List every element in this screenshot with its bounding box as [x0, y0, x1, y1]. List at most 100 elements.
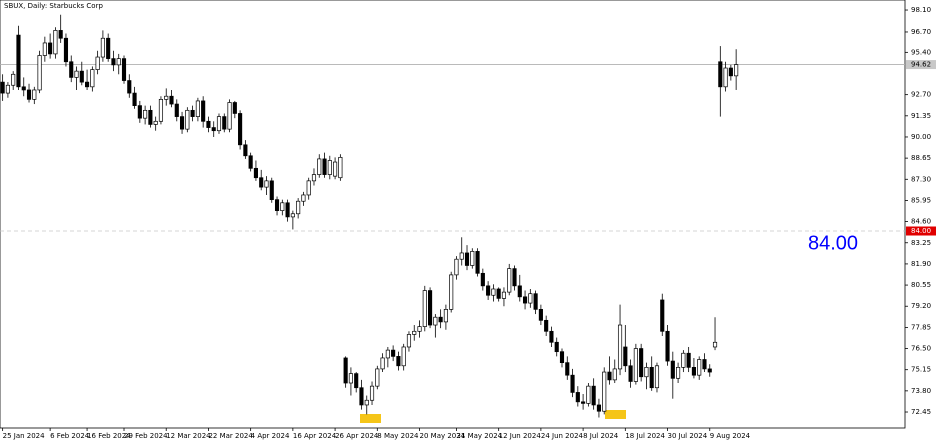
- candle-body: [538, 309, 543, 321]
- candle-body: [85, 81, 90, 88]
- candle-body: [206, 120, 211, 128]
- candle-body: [702, 359, 707, 370]
- candle-body: [570, 374, 575, 393]
- candle-body: [533, 293, 538, 310]
- candle-body: [602, 371, 607, 412]
- candle-body: [617, 324, 623, 370]
- candle-body: [132, 92, 137, 106]
- candle-body: [158, 99, 164, 122]
- candle-body: [264, 180, 269, 188]
- x-tick-label: 8 Jul 2024: [583, 432, 619, 440]
- candle-body: [53, 30, 58, 55]
- candle-body: [111, 58, 116, 66]
- candle-body: [301, 194, 306, 202]
- candle-body: [32, 89, 37, 100]
- candle-body: [116, 58, 121, 66]
- candle-body: [391, 349, 396, 357]
- x-tick-label: 6 Feb 2024: [50, 432, 90, 440]
- x-tick-label: 8 May 2024: [377, 432, 419, 440]
- candle-body: [296, 200, 301, 215]
- candle-body: [660, 299, 665, 332]
- candle-body: [734, 64, 739, 77]
- candle-body: [343, 357, 348, 384]
- candle-body: [369, 385, 375, 401]
- candle-body: [491, 288, 496, 296]
- highlight: [605, 410, 626, 419]
- candle-body: [148, 109, 153, 125]
- y-tick-label: 72.45: [911, 408, 931, 416]
- candle-body: [201, 100, 206, 122]
- candle-body: [628, 365, 633, 382]
- candle-body: [211, 127, 216, 132]
- x-tick-label: 26 Apr 2024: [335, 432, 379, 440]
- y-tick-label: 98.10: [911, 6, 931, 14]
- candle-body: [712, 341, 718, 348]
- candle-body: [433, 316, 438, 326]
- candle-body: [222, 116, 227, 130]
- candle-body: [633, 348, 638, 382]
- y-tick-label: 76.50: [911, 345, 931, 353]
- candle-body: [449, 274, 454, 310]
- y-tick-label: 91.35: [911, 112, 931, 120]
- candle-body: [274, 199, 280, 211]
- y-tick-label: 73.80: [911, 387, 931, 395]
- candle-body: [232, 102, 237, 114]
- x-tick-label: 22 Mar 2024: [208, 432, 253, 440]
- candle-body: [153, 120, 158, 125]
- x-tick-label: 9 Aug 2024: [710, 432, 751, 440]
- candle-body: [243, 144, 248, 157]
- candle-body: [428, 290, 433, 326]
- y-tick-label: 75.15: [911, 366, 931, 374]
- x-tick-label: 16 Apr 2024: [293, 432, 337, 440]
- candle-body: [354, 373, 359, 389]
- y-tick-label: 96.70: [911, 28, 931, 36]
- y-tick-label: 84.60: [911, 218, 931, 226]
- candle-body: [253, 167, 258, 179]
- annotation: 84.00: [808, 232, 858, 254]
- candle-body: [565, 362, 570, 376]
- candle-body: [412, 330, 417, 335]
- candle-body: [58, 30, 63, 39]
- candle-body: [227, 102, 232, 130]
- candle-body: [74, 70, 79, 78]
- x-tick-label: 30 Jul 2024: [668, 432, 708, 440]
- y-tick-label: 87.30: [911, 175, 931, 183]
- candle-body: [586, 385, 591, 404]
- x-tick-label: 12 Mar 2024: [166, 432, 211, 440]
- candle-body: [121, 58, 127, 81]
- candle-body: [48, 42, 53, 55]
- candle-body: [507, 268, 512, 293]
- candle-body: [676, 366, 681, 379]
- candle-body: [127, 80, 132, 94]
- candle-body: [718, 61, 723, 88]
- x-tick-label: 29 Feb 2024: [124, 432, 168, 440]
- candle-body: [364, 399, 369, 406]
- candle-body: [501, 291, 507, 299]
- candle-body: [179, 116, 185, 130]
- candle-body: [37, 55, 42, 91]
- candle-body: [522, 296, 528, 304]
- candle-body: [216, 116, 222, 132]
- x-tick-label: 18 Jul 2024: [625, 432, 665, 440]
- candle-body: [375, 368, 380, 387]
- candle-body: [63, 37, 69, 63]
- y-tick-label: 90.00: [911, 133, 931, 141]
- x-tick-label: 24 Jun 2024: [541, 432, 584, 440]
- candle-body: [16, 34, 21, 88]
- candle-body: [544, 319, 549, 332]
- candle-body: [607, 371, 612, 381]
- candle-body: [26, 89, 32, 100]
- candle-body: [554, 341, 559, 353]
- candle-body: [422, 290, 427, 327]
- candle-body: [143, 109, 148, 119]
- candle-body: [591, 385, 596, 406]
- candle-body: [317, 158, 322, 175]
- candle-body: [79, 70, 84, 83]
- price-label: 94.62: [911, 61, 931, 69]
- candle-body: [396, 356, 401, 367]
- candle-body: [11, 73, 16, 86]
- x-tick-label: 16 Feb 2024: [87, 432, 131, 440]
- candle-body: [686, 352, 691, 368]
- candle-body: [470, 251, 475, 266]
- candle-body: [21, 86, 26, 91]
